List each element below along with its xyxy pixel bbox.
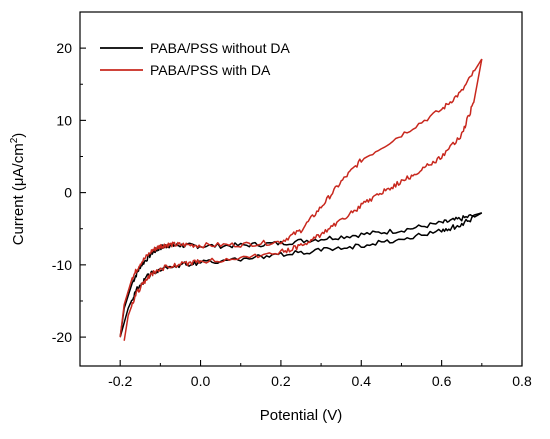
y-axis-label-tail: ) [10, 133, 27, 138]
y-tick-label: -10 [52, 257, 72, 273]
series-layer [119, 58, 483, 341]
y-tick-label: 10 [56, 112, 72, 128]
legend-label-without-da: PABA/PSS without DA [150, 40, 290, 56]
x-axis-label: Potential (V) [260, 407, 343, 424]
x-tick-label: 0.6 [432, 373, 452, 389]
x-axis-ticks: -0.2 0.0 0.2 0.4 0.6 0.8 [79, 360, 532, 389]
x-tick-label: 0.8 [512, 373, 532, 389]
legend: PABA/PSS without DA PABA/PSS with DA [100, 40, 290, 78]
x-tick-label: 0.4 [352, 373, 372, 389]
plot-frame [79, 11, 523, 367]
y-axis-label-superscript: 2 [9, 137, 20, 143]
y-tick-label: -20 [52, 329, 72, 345]
series-line-with-da-reverse [123, 58, 483, 341]
y-axis-ticks: -20 -10 0 10 20 [52, 11, 86, 345]
y-tick-label: 0 [64, 185, 72, 201]
series-line-with-da-forward [119, 58, 483, 338]
y-axis-label: Current (μA/cm2) [9, 133, 27, 246]
x-tick-label: 0.2 [271, 373, 291, 389]
x-tick-label: 0.0 [191, 373, 211, 389]
y-axis-label-main: Current (μA/cm [10, 143, 27, 245]
legend-label-with-da: PABA/PSS with DA [150, 62, 271, 78]
x-tick-label: -0.2 [108, 373, 132, 389]
y-tick-label: 20 [56, 40, 72, 56]
